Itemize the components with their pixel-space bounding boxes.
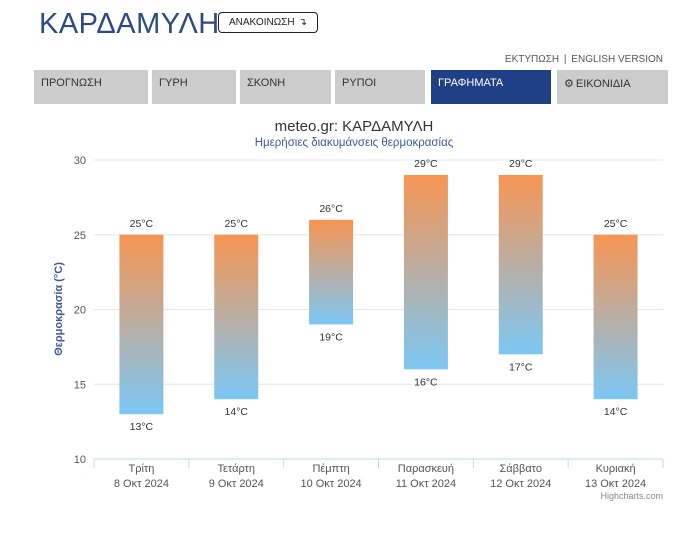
tab-label: ΠΡΟΓΝΩΣΗ <box>41 77 102 89</box>
high-temp-label: 25°C <box>225 218 249 230</box>
chart-title: meteo.gr: ΚΑΡΔΑΜΥΛΗ <box>275 118 434 135</box>
temperature-range-bar <box>498 174 543 355</box>
x-tick-label-date: 13 Οκτ 2024 <box>585 478 646 490</box>
low-temp-label: 13°C <box>130 421 154 433</box>
tab-dust[interactable]: ΣΚΟΝΗ <box>240 70 331 104</box>
temperature-bars: 25°C 13°C 25°C 14°C 26°C 19°C 29°C 16°C 29°C 17°C… <box>119 158 638 433</box>
y-tick-label: 30 <box>74 155 86 167</box>
site-title[interactable]: ΚΑΡΔΑΜΥΛΗ <box>39 8 220 40</box>
arrow-down-right-icon: ↴ <box>298 17 307 28</box>
link-separator: | <box>563 54 567 65</box>
x-tick-label-day: Παρασκευή <box>398 463 454 475</box>
x-tick-label-date: 12 Οκτ 2024 <box>490 478 551 490</box>
low-temp-label: 17°C <box>509 361 533 373</box>
tab-forecast[interactable]: ΠΡΟΓΝΩΣΗ <box>34 70 148 104</box>
high-temp-label: 25°C <box>604 218 628 230</box>
x-tick-label-day: Τετάρτη <box>217 463 255 475</box>
temperature-range-bar <box>403 174 448 370</box>
y-tick-label: 25 <box>74 230 86 242</box>
tab-label: ΣΚΟΝΗ <box>247 77 286 89</box>
y-tick-label: 15 <box>74 379 86 391</box>
temperature-range-bar <box>593 234 638 400</box>
y-tick-label: 10 <box>74 454 86 466</box>
gear-icon: ⚙ <box>564 78 574 90</box>
grid-lines <box>94 159 663 385</box>
tab-label: ΡΥΠΟΙ <box>342 77 377 89</box>
high-temp-label: 26°C <box>319 203 343 215</box>
low-temp-label: 19°C <box>319 331 343 343</box>
x-axis: Τρίτη 8 Οκτ 2024 Τετάρτη 9 Οκτ 2024 Πέμπτη 10… <box>93 458 664 490</box>
english-version-link[interactable]: ENGLISH VERSION <box>571 54 663 65</box>
tab-label: ΓΥΡΗ <box>159 77 188 89</box>
temperature-range-bar <box>119 234 164 415</box>
low-temp-label: 14°C <box>225 406 249 418</box>
high-temp-label: 29°C <box>414 158 438 170</box>
tab-icons[interactable]: ⚙ ΕΙΚΟΝΙΔΙΑ <box>557 70 668 104</box>
x-tick-label-day: Σάββατο <box>500 463 542 475</box>
x-tick-label-day: Τρίτη <box>128 463 154 475</box>
x-tick-label-date: 10 Οκτ 2024 <box>300 478 361 490</box>
temperature-range-bar <box>214 234 259 400</box>
highcharts-credit[interactable]: Highcharts.com <box>600 491 663 501</box>
high-temp-label: 29°C <box>509 158 533 170</box>
top-links: ΕΚΤΥΠΩΣΗ | ENGLISH VERSION <box>505 54 663 65</box>
x-tick-label-day: Πέμπτη <box>312 463 349 475</box>
tab-charts[interactable]: ΓΡΑΦΗΜΑΤΑ <box>431 70 551 104</box>
x-tick-label-date: 11 Οκτ 2024 <box>396 478 456 490</box>
x-tick-label-date: 9 Οκτ 2024 <box>209 478 264 490</box>
low-temp-label: 14°C <box>604 406 628 418</box>
temperature-range-bar <box>309 219 354 325</box>
tab-pollutants[interactable]: ΡΥΠΟΙ <box>335 70 425 104</box>
low-temp-label: 16°C <box>414 376 438 388</box>
high-temp-label: 25°C <box>130 218 154 230</box>
y-axis-ticks: 10 15 20 25 30 <box>74 155 86 466</box>
tab-label: ΓΡΑΦΗΜΑΤΑ <box>438 77 504 89</box>
announce-label: ΑΝΑΚΟΙΝΩΣΗ <box>229 17 295 28</box>
y-axis-title: Θερμοκρασία (°C) <box>53 262 65 356</box>
tab-pollen[interactable]: ΓΥΡΗ <box>152 70 236 104</box>
tab-label: ΕΙΚΟΝΙΔΙΑ <box>575 78 631 90</box>
y-tick-label: 20 <box>74 305 86 317</box>
x-tick-label-date: 8 Οκτ 2024 <box>114 478 169 490</box>
chart-subtitle: Ημερήσιες διακυμάνσεις θερμοκρασίας <box>255 137 454 149</box>
announce-button[interactable]: ΑΝΑΚΟΙΝΩΣΗ ↴ <box>218 12 318 33</box>
print-link[interactable]: ΕΚΤΥΠΩΣΗ <box>504 54 560 65</box>
x-tick-label-day: Κυριακή <box>596 463 636 475</box>
